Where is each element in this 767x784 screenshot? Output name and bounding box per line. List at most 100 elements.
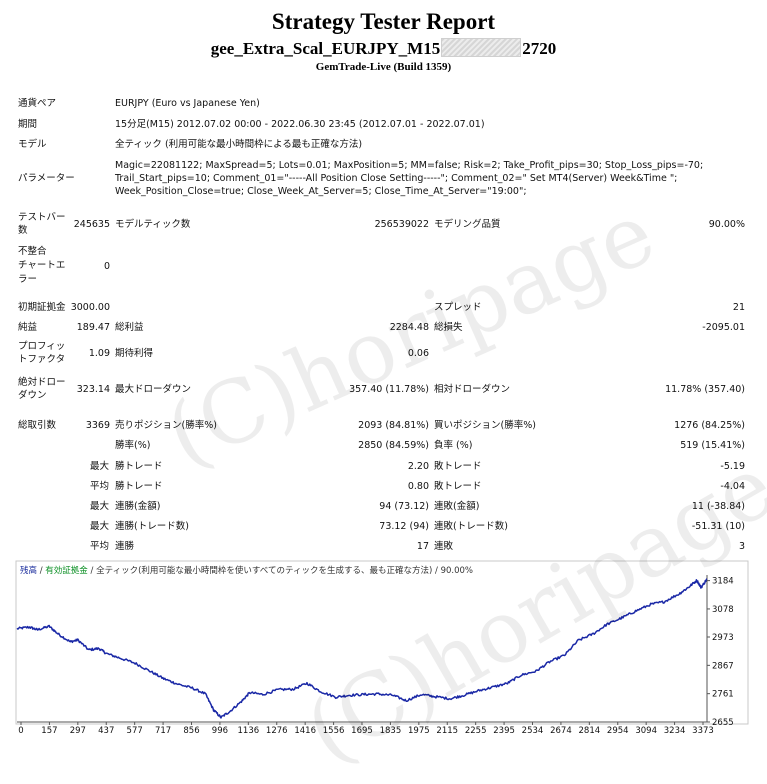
largest-loss-label: 敗トレード: [434, 461, 482, 472]
x-tick-label: 1276: [266, 726, 288, 736]
avg-cons-losses-value: 3: [738, 541, 745, 552]
x-tick-label: 2814: [579, 726, 601, 736]
avg-cons-wins-label: 連勝: [115, 541, 135, 552]
deposit-label: 初期証拠金: [18, 302, 66, 313]
ea-name: gee_Extra_Scal_EURJPY_M15 2720: [0, 38, 767, 59]
deposit-value: 3000.00: [70, 302, 110, 313]
avg-win-value: 0.80: [407, 481, 429, 492]
legend-sep-3: /: [432, 566, 441, 576]
net-value: 189.47: [76, 322, 110, 333]
gross-profit-label: 総利益: [115, 322, 144, 333]
x-tick-label: 996: [212, 726, 228, 736]
x-tick-label: 856: [183, 726, 199, 736]
legend-balance: 残高: [20, 566, 38, 576]
win-pct-value: 2850 (84.59%): [358, 440, 429, 451]
rel-dd-label: 相対ドローダウン: [434, 384, 511, 395]
max-cons-loss-label: 連敗(トレード数): [434, 521, 508, 532]
x-tick-label: 3373: [692, 726, 714, 736]
series-line-balance: [16, 578, 708, 719]
short-label: 売りポジション(勝率%): [115, 420, 217, 431]
x-tick-label: 2395: [493, 726, 515, 736]
max-dd-label: 最大ドローダウン: [115, 384, 192, 395]
params-label: パラメーター: [18, 173, 75, 184]
legend-model: 全ティック(利用可能な最小時間枠を使いすべてのティックを生成する、最も正確な方法…: [96, 566, 433, 576]
x-tick-label: 0: [18, 726, 23, 736]
largest-win-label: 勝トレード: [115, 461, 163, 472]
x-tick-label: 1556: [323, 726, 345, 736]
balance-chart: 2655 2761 2867 2973 3078 3184 0 157 297 437 577 71…: [15, 560, 749, 736]
max-cons-wins-label: 連勝(金額): [115, 501, 161, 512]
x-tick-label: 297: [70, 726, 86, 736]
y-tick-label: 2761: [712, 690, 734, 700]
x-tick-label: 437: [98, 726, 114, 736]
x-tick-label: 577: [127, 726, 143, 736]
report-title: Strategy Tester Report: [271, 9, 496, 34]
plot-area: [17, 575, 708, 723]
model-value: 全ティック (利用可能な最小時間枠による最も正確な方法): [115, 139, 363, 150]
period-value: 15分足(M15) 2012.07.02 00:00 - 2022.06.30 …: [115, 119, 485, 130]
x-tick-label: 2255: [465, 726, 487, 736]
legend-equity: 有効証拠金: [45, 566, 88, 576]
y-tick-label: 3078: [712, 605, 734, 615]
mismatch-label-2: チャートエ: [18, 260, 66, 271]
avg-cons-losses-label: 連敗: [434, 541, 454, 552]
rel-dd-value: 11.78% (357.40): [665, 384, 745, 395]
pf-label-2: トファクタ: [18, 354, 66, 365]
loss-pct-value: 519 (15.41%): [680, 440, 745, 451]
abs-dd-label-1: 絶対ドロー: [18, 377, 66, 388]
x-tick-label: 717: [155, 726, 171, 736]
abs-dd-value: 323.14: [76, 384, 110, 395]
largest-loss-value: -5.19: [720, 461, 745, 472]
legend-sep-2: /: [87, 566, 97, 576]
quality-label: モデリング品質: [434, 219, 501, 230]
ea-name-prefix: gee_Extra_Scal_EURJPY_M15: [210, 39, 441, 58]
largest-label-1: 最大: [90, 461, 110, 472]
mismatch-label-1: 不整合: [18, 246, 47, 257]
max-cons-losses-value: 11 (-38.84): [691, 501, 745, 512]
params-line-1: Magic=22081122; MaxSpread=5; Lots=0.01; …: [115, 160, 704, 171]
abs-dd-label-2: ダウン: [18, 390, 47, 401]
x-tick-label: 1975: [408, 726, 430, 736]
gross-profit-value: 2284.48: [389, 322, 429, 333]
chart-border: [15, 560, 749, 725]
y-tick-label: 3184: [712, 577, 734, 587]
average-label-1: 平均: [90, 481, 110, 492]
max-dd-value: 357.40 (11.78%): [349, 384, 429, 395]
y-tick-label: 2867: [712, 661, 734, 671]
plot-background: [17, 575, 707, 722]
gross-loss-label: 総損失: [434, 322, 463, 333]
loss-pct-label: 負率 (%): [434, 440, 473, 451]
bars-value: 245635: [73, 219, 110, 230]
avg-loss-label: 敗トレード: [434, 481, 482, 492]
bars-label-2: 数: [18, 225, 28, 236]
x-tick-label: 157: [41, 726, 57, 736]
build-info: GemTrade-Live (Build 1359): [315, 61, 452, 73]
y-tick-label: 2973: [712, 633, 734, 643]
trades-value: 3369: [85, 420, 110, 431]
long-label: 買いポジション(勝率%): [434, 420, 536, 431]
average-label-2: 平均: [90, 541, 110, 552]
max-cons-profit-value: 73.12 (94): [379, 521, 429, 532]
avg-win-label: 勝トレード: [115, 481, 163, 492]
params-line-3: Week_Position_Close=true; Close_Week_At_…: [115, 186, 527, 197]
x-tick-label: 2954: [607, 726, 629, 736]
largest-win-value: 2.20: [407, 461, 429, 472]
pf-label-1: プロフィッ: [18, 341, 66, 352]
mismatch-label-3: ラー: [18, 274, 38, 285]
y-tick-label: 2655: [712, 718, 734, 728]
short-value: 2093 (84.81%): [358, 420, 429, 431]
long-value: 1276 (84.25%): [674, 420, 745, 431]
x-tick-label: 1695: [351, 726, 373, 736]
spread-value: 21: [732, 302, 745, 313]
trades-label: 総取引数: [18, 420, 57, 431]
quality-value: 90.00%: [708, 219, 745, 230]
gross-loss-value: -2095.01: [702, 322, 745, 333]
avg-cons-wins-value: 17: [416, 541, 429, 552]
chart-legend: 残高 / 有効証拠金 / 全ティック(利用可能な最小時間枠を使いすべてのティック…: [20, 564, 473, 576]
params-line-2: Trail_Start_pips=10; Comment_01="-----Al…: [115, 173, 678, 184]
net-label: 純益: [18, 322, 38, 333]
x-tick-label: 2674: [550, 726, 572, 736]
x-tick-label: 1416: [294, 726, 316, 736]
period-label: 期間: [18, 119, 38, 130]
ticks-label: モデルティック数: [115, 219, 191, 230]
